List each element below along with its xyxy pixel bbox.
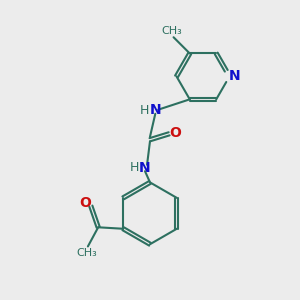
Text: N: N [149,103,161,117]
Text: H: H [140,104,149,117]
Text: O: O [79,196,91,210]
Text: N: N [229,69,241,83]
Text: CH₃: CH₃ [76,248,97,258]
Text: CH₃: CH₃ [162,26,182,36]
Text: O: O [169,126,181,140]
Text: H: H [130,161,139,174]
Text: N: N [139,161,151,175]
